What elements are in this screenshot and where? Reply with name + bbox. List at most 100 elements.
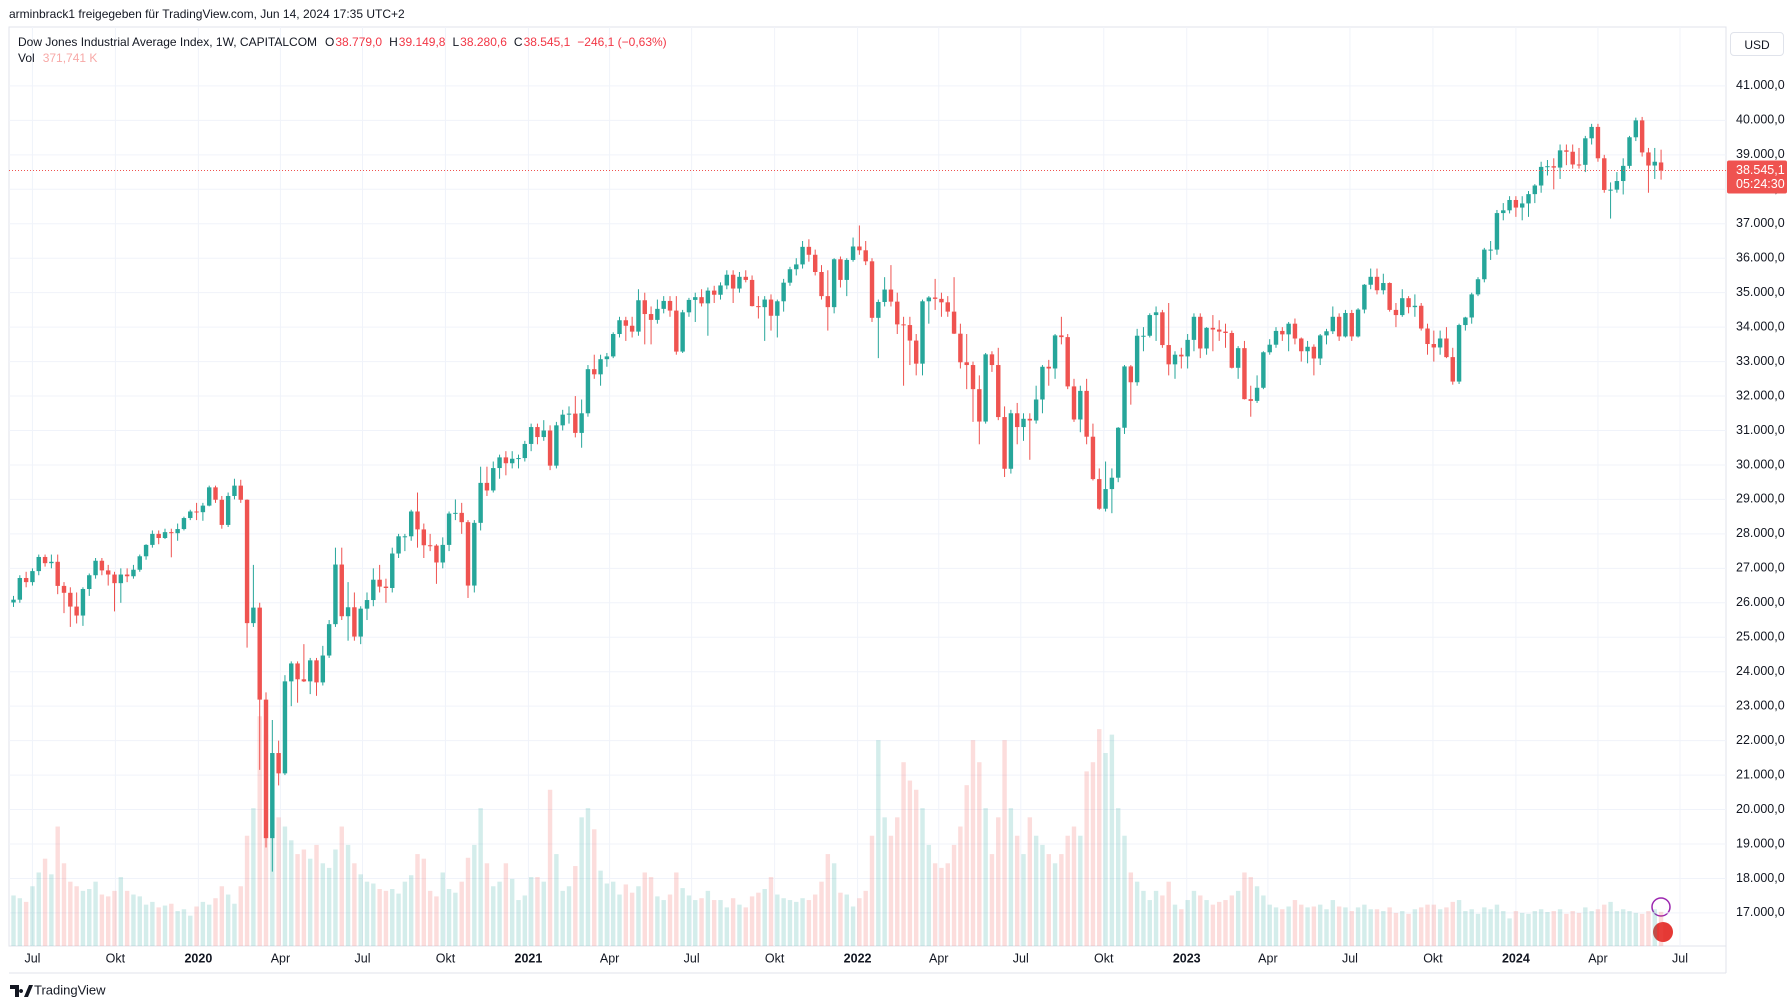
- candle-body: [737, 276, 742, 289]
- volume-bar: [610, 881, 616, 946]
- candle-body: [566, 413, 572, 415]
- y-tick-label: 40.000,0: [1736, 113, 1785, 127]
- flag-icon[interactable]: [1653, 922, 1673, 942]
- candle-body: [219, 499, 225, 525]
- volume-bar: [427, 890, 433, 946]
- event-icon[interactable]: [1651, 897, 1671, 917]
- volume-bar: [484, 863, 490, 946]
- volume-bar: [345, 844, 351, 946]
- candle-body: [434, 545, 439, 563]
- volume-bar: [93, 881, 98, 946]
- candle-body: [390, 553, 395, 588]
- volume-bar: [1437, 909, 1443, 946]
- x-tick-label: Apr: [271, 951, 290, 965]
- volume-bar: [472, 844, 477, 946]
- candle-body: [1254, 387, 1260, 401]
- volume-bar: [1463, 911, 1468, 946]
- candle-body: [623, 320, 629, 326]
- volume-bar: [1646, 911, 1651, 946]
- volume-bar: [1627, 911, 1632, 946]
- candle-body: [23, 577, 29, 583]
- legend-value: 39.149,8: [398, 35, 446, 49]
- volume-bar: [667, 894, 673, 946]
- candle-body: [377, 579, 382, 587]
- candle-body: [93, 560, 98, 576]
- volume-bar: [1387, 907, 1392, 946]
- volume-bar: [547, 789, 553, 946]
- volume-bar: [1179, 909, 1184, 946]
- volume-bar: [711, 900, 717, 946]
- legend-change: −246,1 (−0,63%): [577, 35, 667, 49]
- x-tick-label: 2020: [184, 951, 212, 965]
- volume-bar: [1494, 904, 1500, 946]
- volume-bar: [585, 808, 591, 946]
- volume-bar: [1084, 771, 1089, 946]
- candle-body: [876, 301, 881, 318]
- volume-bar: [825, 854, 831, 946]
- candle-body: [1463, 317, 1468, 326]
- candle-body: [491, 468, 496, 491]
- candle-body: [1198, 316, 1203, 349]
- volume-bar: [1519, 912, 1525, 946]
- candle-body: [1147, 315, 1152, 336]
- y-tick-label: 23.000,0: [1736, 698, 1785, 712]
- volume-bar: [1324, 909, 1329, 946]
- candle-body: [276, 753, 281, 774]
- volume-bar: [371, 883, 376, 946]
- candle-body: [920, 301, 925, 364]
- candle-body: [1494, 213, 1500, 250]
- x-tick-label: 2024: [1502, 951, 1530, 965]
- candle-body: [1501, 210, 1506, 214]
- candle-body: [977, 389, 982, 422]
- candles: [11, 116, 1664, 872]
- candle-body: [383, 586, 389, 588]
- candle-body: [1652, 161, 1657, 166]
- candle-body: [1065, 337, 1070, 387]
- candle-body: [547, 430, 553, 466]
- candle-body: [1160, 312, 1165, 346]
- volume-bar: [1368, 909, 1373, 946]
- candle-body: [528, 427, 534, 444]
- candle-body: [206, 487, 212, 506]
- candle-body: [1235, 348, 1241, 368]
- volume-bar: [1482, 907, 1487, 946]
- candle-body: [1027, 418, 1033, 421]
- volume-bar: [1317, 904, 1323, 946]
- volume-bar: [1557, 909, 1563, 946]
- candle-body: [459, 512, 464, 523]
- volume-bar: [749, 896, 755, 946]
- candle-body: [1412, 305, 1418, 308]
- volume-bar: [1658, 911, 1664, 946]
- volume-bar: [289, 840, 294, 946]
- volume-bar: [1280, 909, 1285, 946]
- volume-value: 371,741 K: [42, 51, 98, 65]
- legend-value: 38.779,0: [335, 35, 383, 49]
- candle-body: [674, 310, 679, 352]
- y-tick-label: 24.000,0: [1736, 664, 1785, 678]
- volume-bar: [554, 854, 559, 946]
- candle-body: [497, 457, 502, 469]
- candle-body: [1564, 150, 1569, 152]
- candle-body: [850, 246, 856, 260]
- candle-body: [244, 499, 250, 624]
- candle-body: [1122, 366, 1127, 428]
- volume-bar: [238, 886, 243, 946]
- candle-body: [118, 574, 124, 584]
- candle-body: [680, 312, 685, 352]
- y-tick-label: 41.000,0: [1736, 78, 1785, 92]
- candle-body: [112, 574, 117, 584]
- volume-bar: [573, 866, 578, 946]
- candle-body: [1223, 331, 1228, 333]
- currency-button[interactable]: USD: [1730, 32, 1784, 56]
- volume-bar: [1444, 907, 1449, 946]
- volume-bar: [1513, 911, 1519, 946]
- candle-body: [819, 271, 824, 297]
- volume-bar: [756, 892, 761, 946]
- volume-bar: [1507, 918, 1512, 946]
- volume-bar: [693, 900, 698, 946]
- volume-bar: [1311, 906, 1317, 946]
- candle-body: [560, 414, 565, 426]
- volume-bar: [1532, 911, 1538, 946]
- y-tick-label: 22.000,0: [1736, 733, 1785, 747]
- volume-bar: [579, 817, 584, 946]
